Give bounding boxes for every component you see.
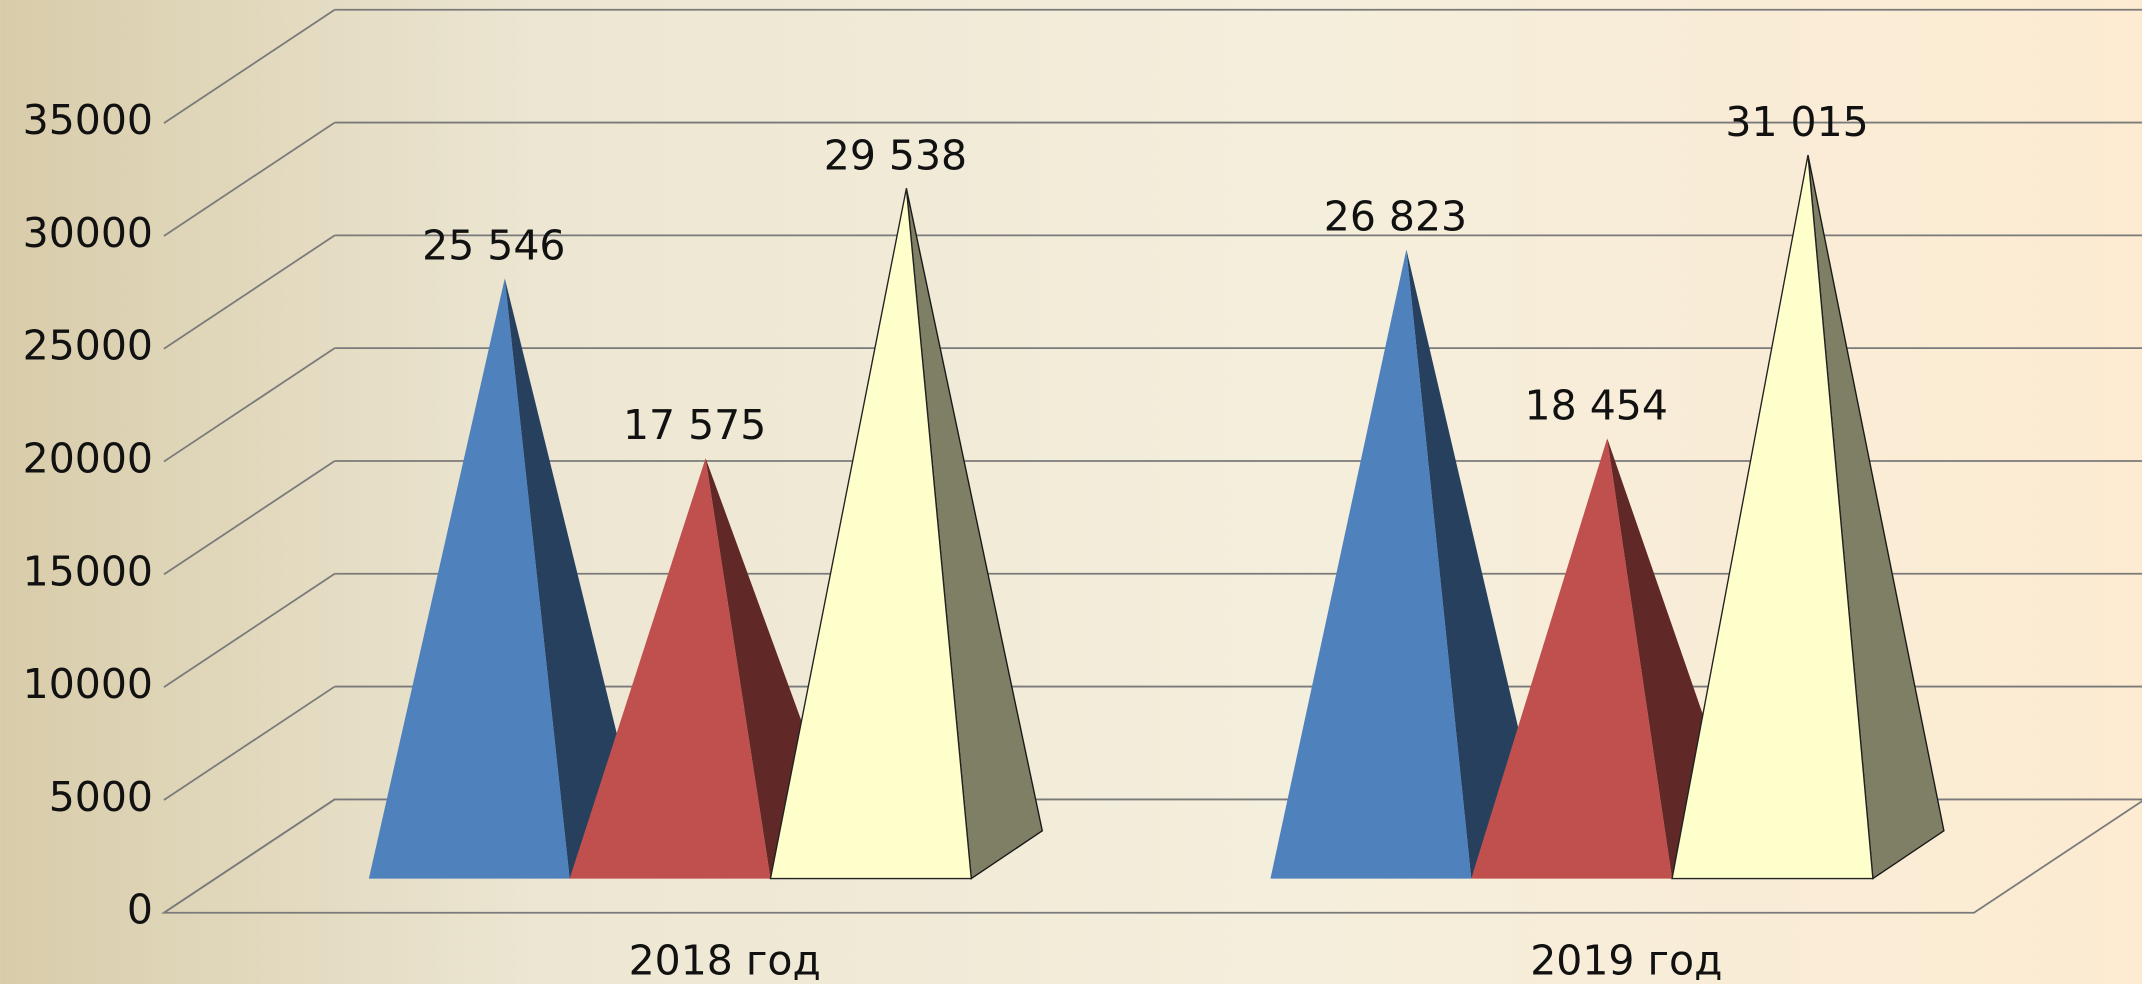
pyramid-front <box>569 458 771 879</box>
y-tick-label: 35000 <box>23 96 153 144</box>
pyramid-front <box>1671 154 1874 880</box>
x-tick-label: 2019 год <box>1530 936 1722 984</box>
pyramid-side-shade <box>1807 155 1944 879</box>
pyramid-side-shade <box>1406 249 1543 879</box>
grid-line <box>163 9 336 124</box>
data-label: 31 015 <box>1725 98 1868 146</box>
y-tick-label: 20000 <box>23 435 153 483</box>
grid-line <box>163 573 336 688</box>
x-tick-label: 2018 год <box>629 936 821 984</box>
data-label: 25 546 <box>422 221 565 269</box>
y-tick-label: 10000 <box>23 660 153 708</box>
pyramid-front <box>1270 249 1472 879</box>
data-label: 29 538 <box>824 131 967 179</box>
grid-line <box>163 460 336 576</box>
y-tick-label: 30000 <box>23 209 153 257</box>
grid-line <box>163 234 336 350</box>
grid-line <box>163 685 336 801</box>
grid-line <box>163 121 336 237</box>
pyramid-front <box>769 188 973 880</box>
grid-line <box>163 347 336 463</box>
y-tick-label: 15000 <box>23 547 153 595</box>
data-label: 17 575 <box>623 401 766 449</box>
pyramid-front <box>1471 438 1673 879</box>
pyramid-side-shade <box>504 278 641 879</box>
y-tick-label: 0 <box>127 886 153 934</box>
y-tick-label: 5000 <box>49 773 153 821</box>
pyramid-front <box>368 278 570 879</box>
y-tick-label: 25000 <box>23 322 153 370</box>
data-label: 18 454 <box>1525 381 1668 429</box>
grid-line <box>163 798 336 914</box>
data-label: 26 823 <box>1324 193 1467 241</box>
pyramid-side-shade <box>906 188 1043 879</box>
